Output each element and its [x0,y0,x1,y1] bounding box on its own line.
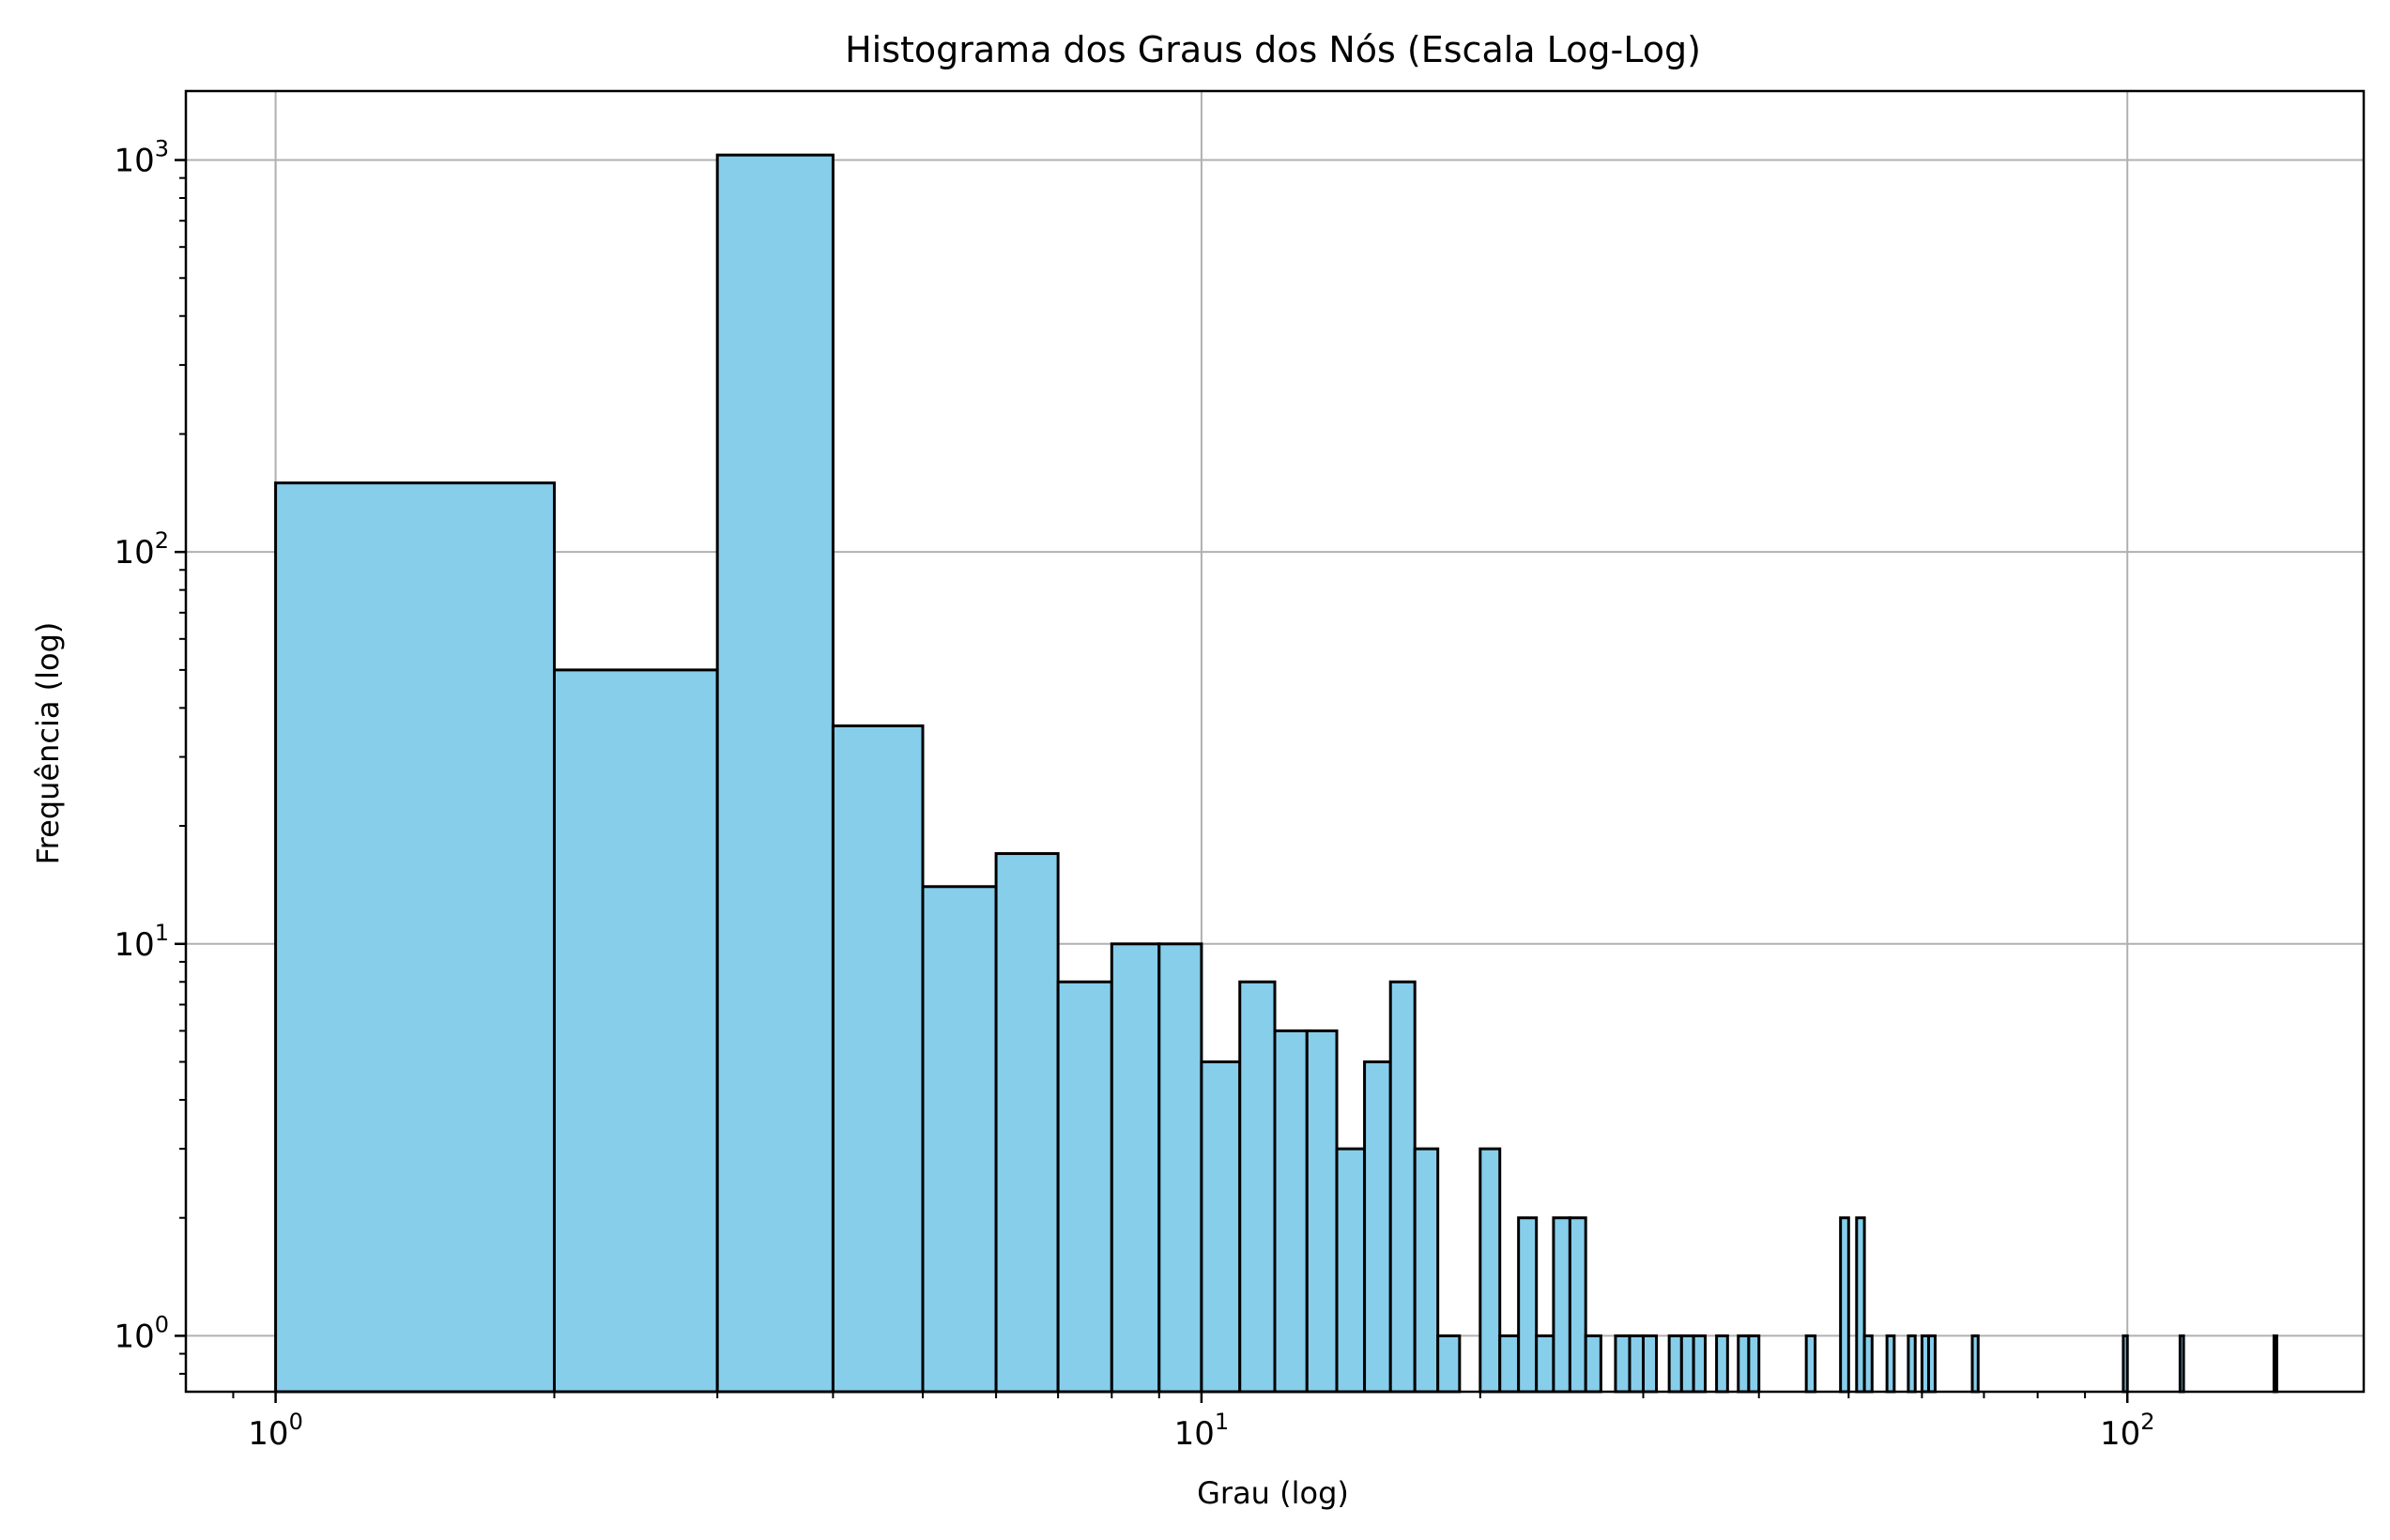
axis-ticks [175,159,2129,1403]
x-axis-label: Grau (log) [1197,1475,1349,1511]
histogram-bar [1641,1334,1659,1394]
tick-labels: 100 101 102 100 101 102 103 [114,136,2154,1453]
histogram-bar [1614,1334,1632,1394]
plot-area: 100 101 102 100 101 102 103 [114,89,2366,1453]
bars [274,153,2278,1394]
histogram-bar [1498,1334,1521,1394]
histogram-bar [1692,1334,1708,1394]
histogram-bar [1335,1147,1367,1394]
histogram-bar [2272,1334,2278,1394]
histogram-bar [1273,1029,1309,1394]
histogram-bar [1535,1334,1555,1394]
histogram-bar [994,852,1060,1394]
histogram-bar [1747,1334,1761,1394]
histogram-bar [1568,1216,1587,1394]
histogram-bar [1737,1334,1751,1394]
y-tick-label: 103 [114,136,169,180]
histogram-bar [1715,1334,1729,1394]
x-tick-label: 102 [2100,1409,2155,1453]
plot-frame [184,89,2366,1394]
histogram-bar [1926,1334,1937,1394]
histogram-bar [552,668,719,1394]
histogram-bar [715,153,835,1394]
histogram-bar [1056,980,1113,1394]
chart-title: Histograma dos Graus dos Nós (Escala Log… [845,29,1701,70]
histogram-bar [1413,1147,1440,1394]
histogram-bar [1552,1216,1571,1394]
histogram-bar [1517,1216,1539,1394]
histogram-bar [921,885,998,1394]
histogram-bar [2178,1334,2185,1394]
histogram-bar [1388,980,1417,1394]
histogram-bar [1804,1334,1817,1394]
histogram-bar [1862,1334,1874,1394]
histogram-bar [831,724,925,1394]
histogram-bar [1667,1334,1683,1394]
histogram-bar [1436,1334,1462,1394]
histogram-bar [1478,1147,1502,1394]
y-tick-label: 100 [114,1311,169,1355]
histogram-bar [1628,1334,1645,1394]
histogram-bar [1679,1334,1695,1394]
y-tick-label: 102 [114,527,169,572]
histogram-bar [2122,1334,2129,1394]
histogram-bar [1238,980,1277,1394]
histogram-bar [1200,1060,1242,1394]
histogram-bar [1885,1334,1896,1394]
histogram-bar [1363,1060,1392,1394]
histogram-bar [274,481,556,1394]
y-axis-label: Frequência (log) [30,622,66,865]
histogram-bar [1839,1216,1850,1394]
histogram-bar [1305,1029,1339,1394]
x-tick-label: 101 [1174,1409,1230,1453]
histogram-bar [1907,1334,1917,1394]
histogram-bar [1970,1334,1980,1394]
histogram-bar [1584,1334,1602,1394]
histogram-bar [1157,942,1203,1394]
y-tick-label: 101 [114,920,169,964]
x-tick-label: 100 [248,1409,303,1453]
histogram-bar [1110,942,1161,1394]
